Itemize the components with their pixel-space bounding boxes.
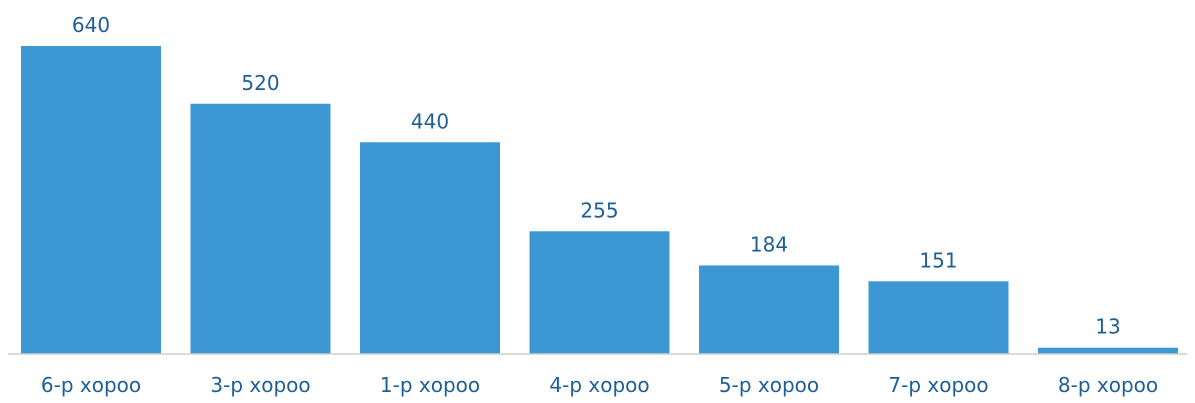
data-label-2: 520 <box>241 71 279 95</box>
x-tick-label-7: 8-р хороо <box>1058 373 1158 397</box>
x-tick-label-6: 7-р хороо <box>888 373 988 397</box>
bar-2 <box>190 103 331 354</box>
bar-3 <box>360 142 500 354</box>
bar-4 <box>529 231 670 354</box>
bar-7 <box>1038 347 1178 354</box>
data-label-5: 184 <box>750 232 788 256</box>
x-tick-label-1: 6-р хороо <box>41 373 141 397</box>
x-tick-label-4: 4-р хороо <box>549 373 649 397</box>
bar-1 <box>21 46 161 354</box>
data-label-6: 151 <box>919 248 957 272</box>
x-tick-label-5: 5-р хороо <box>719 373 819 397</box>
x-tick-labels-group: 6-р хороо 3-р хороо 1-р хороо 4-р хороо 5-р … <box>41 373 1158 397</box>
data-label-1: 640 <box>72 13 110 37</box>
value-labels-group: 640 520 440 255 184 151 13 <box>72 13 1121 339</box>
x-tick-label-3: 1-р хороо <box>380 373 480 397</box>
x-tick-label-2: 3-р хороо <box>210 373 310 397</box>
data-label-3: 440 <box>411 109 449 133</box>
bar-5 <box>699 265 839 354</box>
data-label-7: 13 <box>1095 315 1120 339</box>
bars-group <box>21 46 1178 354</box>
data-label-4: 255 <box>580 198 618 222</box>
bar-6 <box>868 281 1009 354</box>
